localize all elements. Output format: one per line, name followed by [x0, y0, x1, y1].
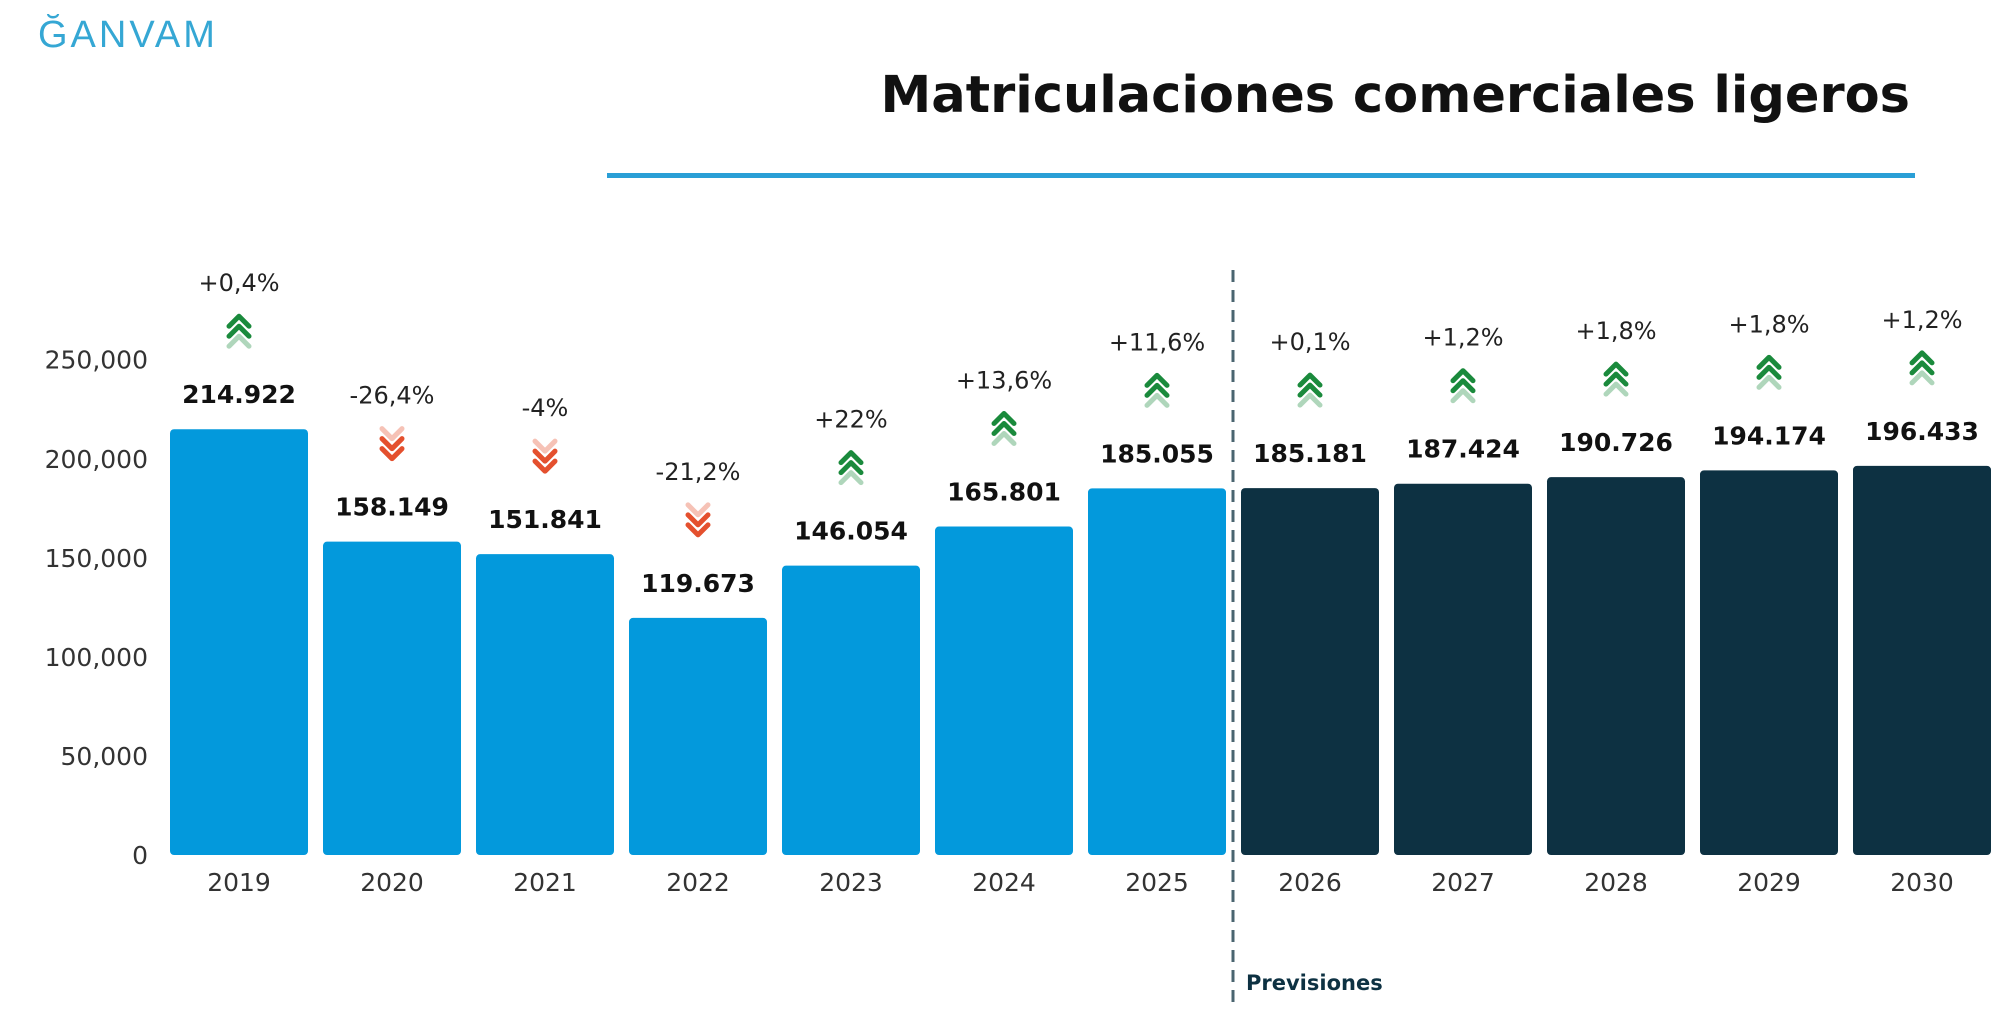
x-tick-label: 2024 — [972, 868, 1036, 897]
value-label: 185.181 — [1253, 439, 1367, 468]
x-tick-label: 2027 — [1431, 868, 1495, 897]
bar-2025 — [1088, 488, 1226, 855]
value-label: 196.433 — [1865, 417, 1979, 446]
y-tick-label: 100,000 — [45, 643, 148, 672]
trend-down-icon — [532, 438, 558, 474]
change-label: -4% — [522, 394, 569, 422]
trend-up-icon — [1603, 361, 1629, 397]
trend-up-icon — [1756, 354, 1782, 390]
trend-up-icon — [1297, 372, 1323, 408]
trend-up-icon — [838, 450, 864, 486]
bar-2023 — [782, 565, 920, 855]
x-tick-label: 2020 — [360, 868, 424, 897]
x-tick-label: 2019 — [207, 868, 271, 897]
y-tick-label: 200,000 — [45, 445, 148, 474]
change-label: +1,8% — [1728, 310, 1809, 338]
trend-up-icon — [226, 313, 252, 349]
ganvam-logo: ĞANVAM — [38, 14, 218, 56]
x-tick-label: 2021 — [513, 868, 577, 897]
bar-2030 — [1853, 465, 1991, 855]
x-tick-label: 2029 — [1737, 868, 1801, 897]
bar-2028 — [1547, 477, 1685, 855]
value-label: 119.673 — [641, 569, 755, 598]
trend-up-icon — [1144, 372, 1170, 408]
value-label: 187.424 — [1406, 435, 1520, 464]
bar-2024 — [935, 526, 1073, 855]
bar-2027 — [1394, 483, 1532, 855]
x-tick-label: 2030 — [1890, 868, 1954, 897]
y-tick-label: 150,000 — [45, 544, 148, 573]
x-tick-label: 2025 — [1125, 868, 1189, 897]
bar-2021 — [476, 554, 614, 855]
y-tick-label: 250,000 — [45, 346, 148, 375]
change-label: -21,2% — [656, 458, 741, 486]
value-label: 151.841 — [488, 505, 602, 534]
value-label: 194.174 — [1712, 421, 1826, 450]
change-label: +22% — [814, 406, 887, 434]
change-label: +11,6% — [1109, 328, 1205, 356]
x-tick-label: 2023 — [819, 868, 883, 897]
change-label: +0,4% — [198, 269, 279, 297]
bar-2026 — [1241, 488, 1379, 855]
trend-up-icon — [991, 411, 1017, 447]
forecast-label: Previsiones — [1246, 971, 1383, 995]
value-label: 165.801 — [947, 478, 1061, 507]
value-label: 185.055 — [1100, 439, 1214, 468]
bar-2022 — [629, 617, 767, 855]
change-label: +1,8% — [1575, 317, 1656, 345]
chart-title: Matriculaciones comerciales ligeros — [880, 66, 1910, 125]
change-label: +1,2% — [1881, 306, 1962, 334]
x-tick-label: 2022 — [666, 868, 730, 897]
trend-down-icon — [379, 426, 405, 462]
bar-2020 — [323, 541, 461, 855]
change-label: +0,1% — [1269, 328, 1350, 356]
change-label: -26,4% — [350, 382, 435, 410]
bar-2029 — [1700, 470, 1838, 855]
bar-2019 — [170, 429, 308, 855]
x-tick-label: 2028 — [1584, 868, 1648, 897]
y-tick-label: 0 — [132, 841, 148, 870]
trend-up-icon — [1909, 350, 1935, 386]
change-label: +1,2% — [1422, 324, 1503, 352]
x-tick-label: 2026 — [1278, 868, 1342, 897]
value-label: 190.726 — [1559, 428, 1673, 457]
value-label: 146.054 — [794, 517, 908, 546]
y-tick-label: 50,000 — [61, 742, 148, 771]
value-label: 158.149 — [335, 493, 449, 522]
value-label: 214.922 — [182, 380, 296, 409]
trend-down-icon — [685, 502, 711, 538]
title-underline — [607, 173, 1915, 178]
change-label: +13,6% — [956, 367, 1052, 395]
trend-up-icon — [1450, 368, 1476, 404]
